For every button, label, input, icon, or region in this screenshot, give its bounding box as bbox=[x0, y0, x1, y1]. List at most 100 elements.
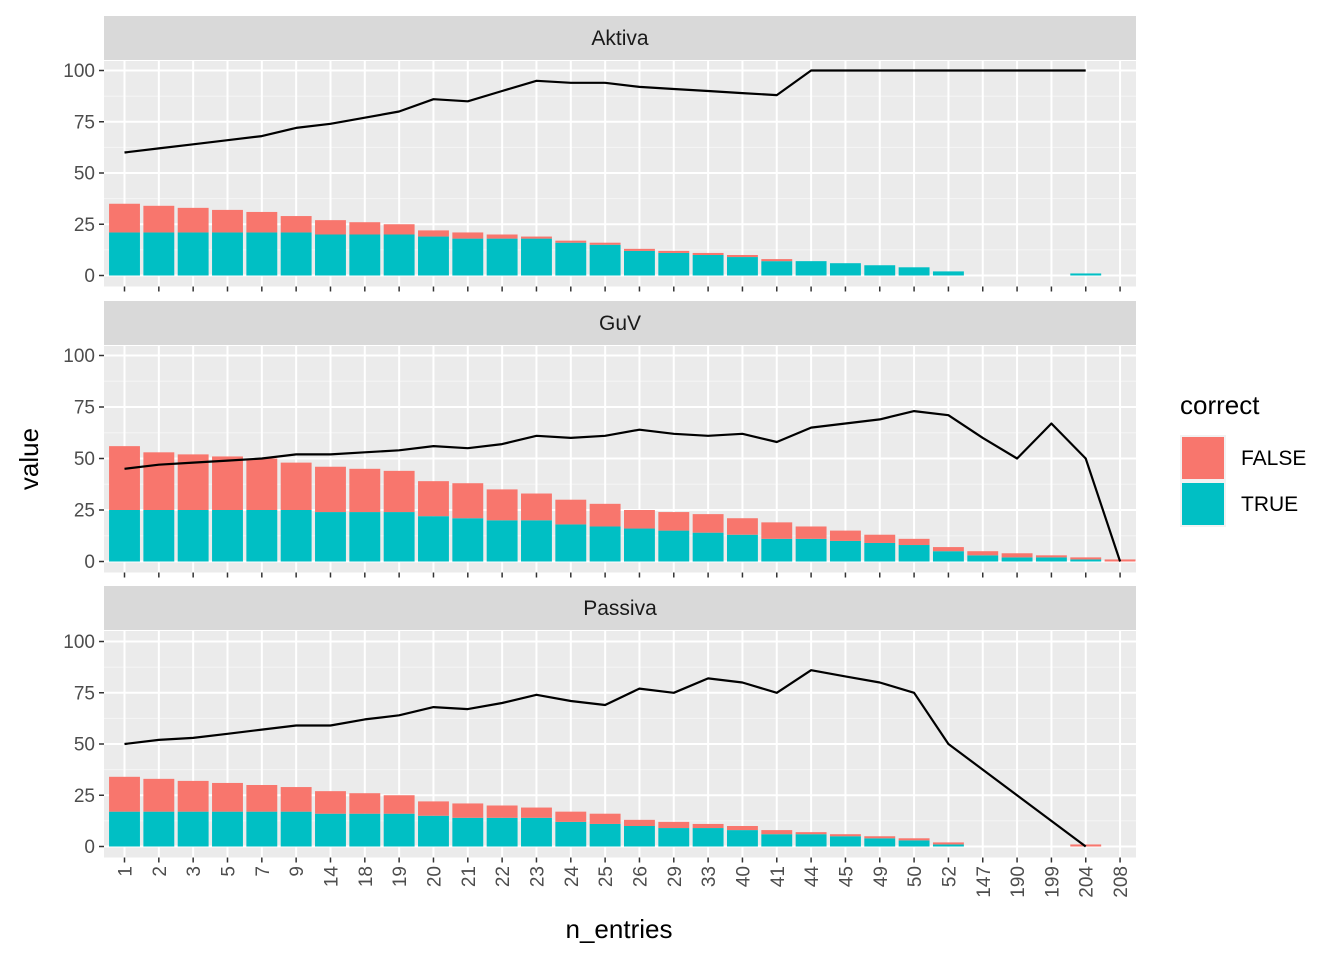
bar-false bbox=[486, 234, 518, 239]
panel-guv: GuV 0 25 50 75 100 bbox=[63, 301, 1136, 578]
bar-false bbox=[1070, 557, 1102, 560]
bar-true bbox=[898, 840, 930, 847]
bar-false bbox=[692, 252, 724, 255]
bar-false bbox=[864, 836, 896, 839]
bar-false bbox=[726, 255, 758, 258]
legend: correct FALSE TRUE bbox=[1180, 390, 1306, 527]
bar-false bbox=[418, 230, 449, 237]
x-tick-label: 49 bbox=[871, 866, 892, 887]
bar-false bbox=[143, 205, 175, 233]
y-tick-label: 50 bbox=[74, 164, 95, 185]
bar-false bbox=[109, 776, 140, 812]
bar-true bbox=[383, 512, 415, 562]
bar-false bbox=[452, 803, 484, 818]
bar-false bbox=[383, 795, 415, 814]
bar-false bbox=[383, 470, 415, 513]
bar-true bbox=[315, 813, 346, 847]
x-tick-label: 19 bbox=[390, 866, 411, 887]
bar-true bbox=[212, 232, 243, 276]
bar-false bbox=[246, 211, 278, 233]
bar-false bbox=[246, 785, 278, 812]
bar-true bbox=[898, 267, 930, 276]
strip-label-aktiva: Aktiva bbox=[591, 27, 649, 50]
bar-true bbox=[212, 510, 243, 562]
bar-false bbox=[898, 838, 930, 841]
bar-true bbox=[1001, 557, 1033, 562]
x-tick-label: 29 bbox=[665, 866, 686, 887]
bar-true bbox=[1070, 559, 1102, 562]
strip-aktiva bbox=[104, 16, 1136, 60]
bar-true bbox=[624, 826, 655, 847]
bar-true bbox=[932, 844, 964, 847]
strip-label-passiva: Passiva bbox=[583, 597, 657, 620]
x-axis: 1 2 3 5 7 9 14 18 19 20 21 22 23 24 25 26 29 33 40 41 44 45 49… bbox=[116, 866, 1133, 898]
bar-true bbox=[658, 828, 690, 847]
panels-group: Aktiva 0 25 50 75 100 GuV 0 25 50 75 100 Passiva 0 25 5… bbox=[63, 16, 1136, 863]
x-tick-label: 21 bbox=[459, 866, 480, 887]
bar-true bbox=[1035, 557, 1067, 562]
accuracy-line bbox=[124, 69, 1086, 154]
bar-true bbox=[246, 811, 278, 847]
x-tick-label: 52 bbox=[939, 866, 960, 887]
bar-false bbox=[143, 778, 175, 812]
bar-true bbox=[555, 821, 587, 847]
x-tick-label: 25 bbox=[596, 866, 617, 887]
legend-key-true bbox=[1182, 483, 1224, 525]
bar-false bbox=[349, 793, 381, 814]
bar-true bbox=[589, 526, 621, 562]
x-tick-label: 204 bbox=[1077, 866, 1098, 898]
y-tick-label: 75 bbox=[74, 683, 95, 704]
strip-guv bbox=[104, 301, 1136, 345]
bar-false bbox=[280, 787, 312, 812]
bar-true bbox=[246, 232, 278, 276]
bar-false bbox=[829, 834, 861, 837]
bar-true bbox=[521, 238, 552, 276]
bar-true bbox=[246, 510, 278, 562]
legend-key-false bbox=[1182, 437, 1224, 479]
bar-true bbox=[932, 271, 964, 276]
x-tick-label: 40 bbox=[733, 866, 754, 887]
bar-true bbox=[143, 811, 175, 847]
bar-false bbox=[212, 456, 243, 510]
bar-true bbox=[418, 236, 449, 276]
bar-true bbox=[692, 532, 724, 562]
bar-true bbox=[177, 232, 209, 276]
y-axis-title: value bbox=[14, 428, 44, 490]
bar-false bbox=[212, 782, 243, 812]
bar-false bbox=[280, 216, 312, 233]
y-tick-label: 50 bbox=[74, 449, 95, 470]
bar-true bbox=[349, 234, 381, 276]
bar-false bbox=[486, 489, 518, 521]
bar-true bbox=[864, 265, 896, 276]
bar-false bbox=[932, 842, 964, 845]
bar-false bbox=[418, 801, 449, 816]
bar-false bbox=[143, 452, 175, 510]
bar-false bbox=[109, 446, 140, 510]
bar-true bbox=[109, 510, 140, 562]
bar-true bbox=[521, 520, 552, 562]
bar-false bbox=[280, 462, 312, 510]
bar-false bbox=[967, 551, 999, 556]
bar-false bbox=[589, 813, 621, 824]
bar-true bbox=[898, 545, 930, 562]
bar-false bbox=[932, 547, 964, 552]
bar-true bbox=[967, 555, 999, 562]
bar-false bbox=[795, 526, 827, 539]
bar-false bbox=[521, 236, 552, 239]
bar-false bbox=[692, 823, 724, 829]
bar-false bbox=[658, 821, 690, 829]
bar-true bbox=[452, 238, 484, 276]
bar-true bbox=[864, 838, 896, 847]
bar-false bbox=[521, 807, 552, 818]
bar-false bbox=[177, 207, 209, 233]
x-tick-label: 208 bbox=[1111, 866, 1132, 898]
accuracy-line bbox=[124, 669, 1087, 848]
bar-true bbox=[452, 518, 484, 562]
bar-true bbox=[692, 255, 724, 276]
accuracy-line bbox=[124, 410, 1122, 562]
bar-false bbox=[452, 483, 484, 519]
x-tick-label: 26 bbox=[630, 866, 651, 887]
bar-true bbox=[726, 830, 758, 847]
bar-true bbox=[795, 538, 827, 562]
